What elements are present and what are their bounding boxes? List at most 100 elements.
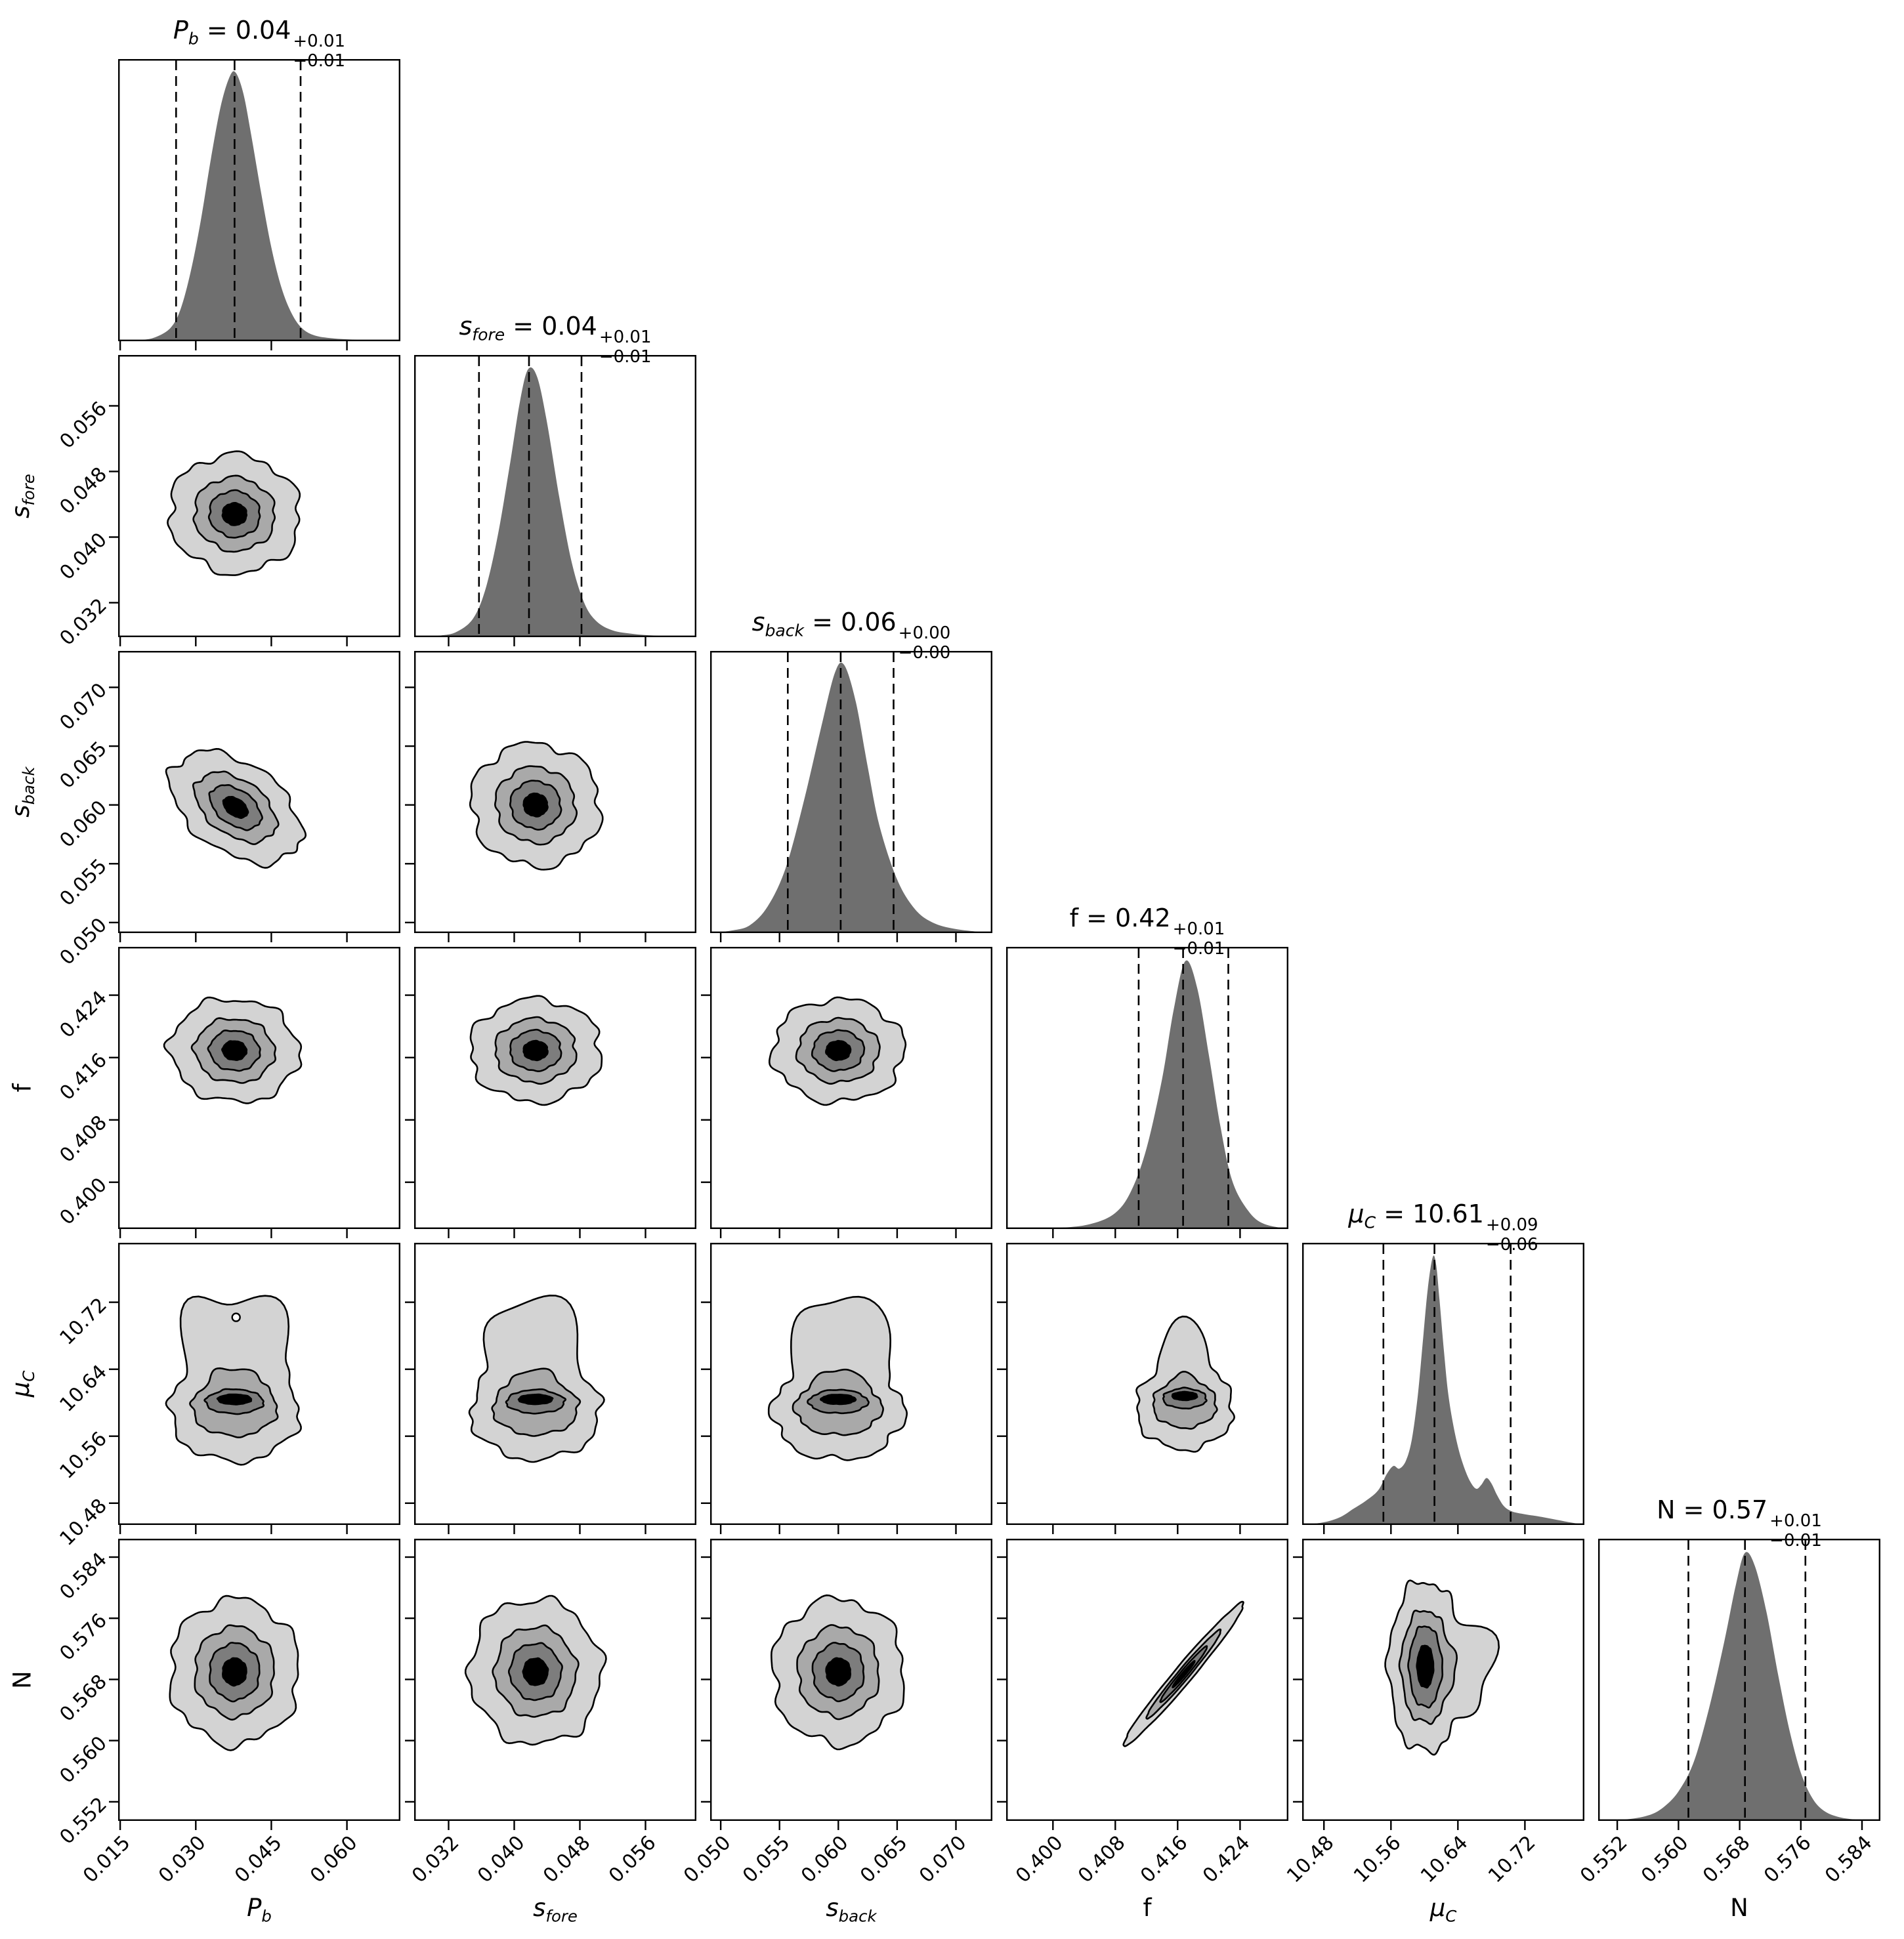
contour-level-3 [820, 1394, 857, 1406]
panel-2d-muc-vs-f [997, 1243, 1289, 1534]
y-tick-label: 0.560 [55, 1731, 112, 1788]
y-axis-label-sfore: sfore [6, 474, 39, 518]
y-tick-label: 0.568 [55, 1670, 112, 1727]
contour-level-3 [517, 1393, 554, 1406]
contour-level-3 [216, 1393, 253, 1406]
y-tick-label: 0.060 [55, 795, 112, 852]
panel-2d-f-vs-sback [701, 947, 993, 1238]
panel-hist-sback [710, 651, 993, 942]
y-tick-label: 0.400 [55, 1173, 112, 1230]
contour-level-3 [1416, 1644, 1435, 1689]
title-pb: Pb = 0.04 +0.01 −0.01 [173, 16, 346, 72]
panel-2d-muc-vs-pb [109, 1243, 401, 1534]
contour-level-3 [825, 1039, 852, 1062]
x-tick-label: 0.032 [407, 1831, 464, 1888]
axes-frame [1302, 1243, 1585, 1526]
x-tick-label: 0.424 [1198, 1831, 1255, 1888]
contour-level-3 [522, 1039, 549, 1062]
kde-fill [118, 71, 400, 342]
x-tick-label: 0.584 [1821, 1831, 1877, 1888]
axes-frame [710, 1243, 993, 1526]
x-tick-label: 0.416 [1136, 1831, 1193, 1888]
axes-frame [118, 1539, 401, 1822]
x-axis-label-f: f [1143, 1894, 1152, 1922]
title-muc: μC = 10.61 +0.09 −0.06 [1348, 1199, 1538, 1255]
title-errors-f: +0.01 −0.01 [1172, 919, 1225, 959]
panel-hist-pb [118, 59, 401, 350]
contour-level-3 [522, 792, 549, 818]
contour-level-3 [1171, 1390, 1198, 1402]
x-tick-label: 0.055 [738, 1831, 795, 1888]
contour-level-3 [522, 1657, 549, 1686]
x-tick-label: 0.048 [538, 1831, 595, 1888]
axes-frame [1006, 1539, 1289, 1822]
axes-frame [118, 59, 401, 342]
panel-2d-n-vs-muc [1293, 1539, 1585, 1830]
title-errors-n: +0.01 −0.01 [1769, 1511, 1822, 1551]
title-sfore: sfore = 0.04 +0.01 −0.01 [459, 312, 652, 367]
y-tick-label: 10.72 [55, 1293, 112, 1350]
panel-2d-n-vs-pb [109, 1539, 401, 1830]
y-tick-label: 0.408 [55, 1110, 112, 1167]
panel-2d-n-vs-sback [701, 1539, 993, 1830]
y-axis-label-sback: sback [6, 766, 39, 818]
x-tick-label: 0.050 [679, 1831, 736, 1888]
panel-hist-muc [1302, 1243, 1585, 1534]
panel-hist-sfore [414, 355, 697, 646]
y-tick-label: 0.048 [55, 462, 112, 519]
axes-frame [414, 651, 697, 934]
x-tick-label: 0.576 [1759, 1831, 1816, 1888]
y-tick-label: 0.070 [55, 678, 112, 735]
title-sback: sback = 0.06 +0.00 −0.00 [751, 608, 951, 663]
axes-frame [1006, 947, 1289, 1230]
y-tick-label: 0.576 [55, 1609, 112, 1665]
panel-2d-sfore-vs-pb [109, 355, 401, 646]
y-tick-label: 10.48 [55, 1494, 112, 1551]
x-tick-label: 0.040 [473, 1831, 530, 1888]
x-tick-label: 10.72 [1483, 1831, 1540, 1888]
axes-frame [710, 651, 993, 934]
x-tick-label: 0.400 [1011, 1831, 1068, 1888]
y-tick-label: 0.584 [55, 1548, 112, 1604]
title-errors-pb: +0.01 −0.01 [293, 31, 346, 72]
x-axis-label-pb: Pb [247, 1894, 272, 1926]
contour-level-3 [1172, 1659, 1196, 1688]
y-tick-label: 0.424 [55, 986, 112, 1043]
y-axis-label-muc: μC [6, 1370, 39, 1398]
axes-frame [710, 947, 993, 1230]
title-n: N = 0.57 +0.01 −0.01 [1657, 1495, 1822, 1551]
x-tick-label: 0.552 [1576, 1831, 1632, 1888]
contour-level-3 [222, 796, 249, 819]
panel-2d-sback-vs-sfore [405, 651, 697, 942]
y-tick-label: 0.065 [55, 737, 112, 793]
axes-frame [414, 1539, 697, 1822]
x-axis-label-sback: sback [826, 1894, 877, 1926]
panel-2d-f-vs-pb [109, 947, 401, 1238]
x-tick-label: 10.64 [1416, 1831, 1473, 1888]
axes-frame [1006, 1243, 1289, 1526]
x-tick-label: 0.070 [914, 1831, 971, 1888]
y-tick-label: 0.032 [55, 593, 112, 650]
y-tick-label: 0.552 [55, 1793, 112, 1849]
contour-level-3 [221, 502, 247, 526]
contour-level-3 [222, 1657, 247, 1687]
y-tick-label: 0.040 [55, 528, 112, 585]
axes-frame [118, 355, 401, 638]
x-tick-label: 0.045 [230, 1831, 287, 1888]
y-tick-label: 10.64 [55, 1360, 112, 1417]
x-axis-label-n: N [1730, 1894, 1748, 1922]
panel-2d-muc-vs-sback [701, 1243, 993, 1534]
x-tick-label: 10.56 [1349, 1831, 1406, 1888]
contour-level-3 [825, 1657, 851, 1687]
axes-frame [1598, 1539, 1881, 1822]
x-tick-label: 10.48 [1282, 1831, 1339, 1888]
kde-fill [1006, 960, 1288, 1229]
kde-fill [1598, 1552, 1880, 1821]
axes-frame [1302, 1539, 1585, 1822]
axes-frame [118, 1243, 401, 1526]
kde-fill [1302, 1255, 1584, 1525]
axes-frame [414, 1243, 697, 1526]
axes-frame [710, 1539, 993, 1822]
x-tick-label: 0.065 [856, 1831, 912, 1888]
